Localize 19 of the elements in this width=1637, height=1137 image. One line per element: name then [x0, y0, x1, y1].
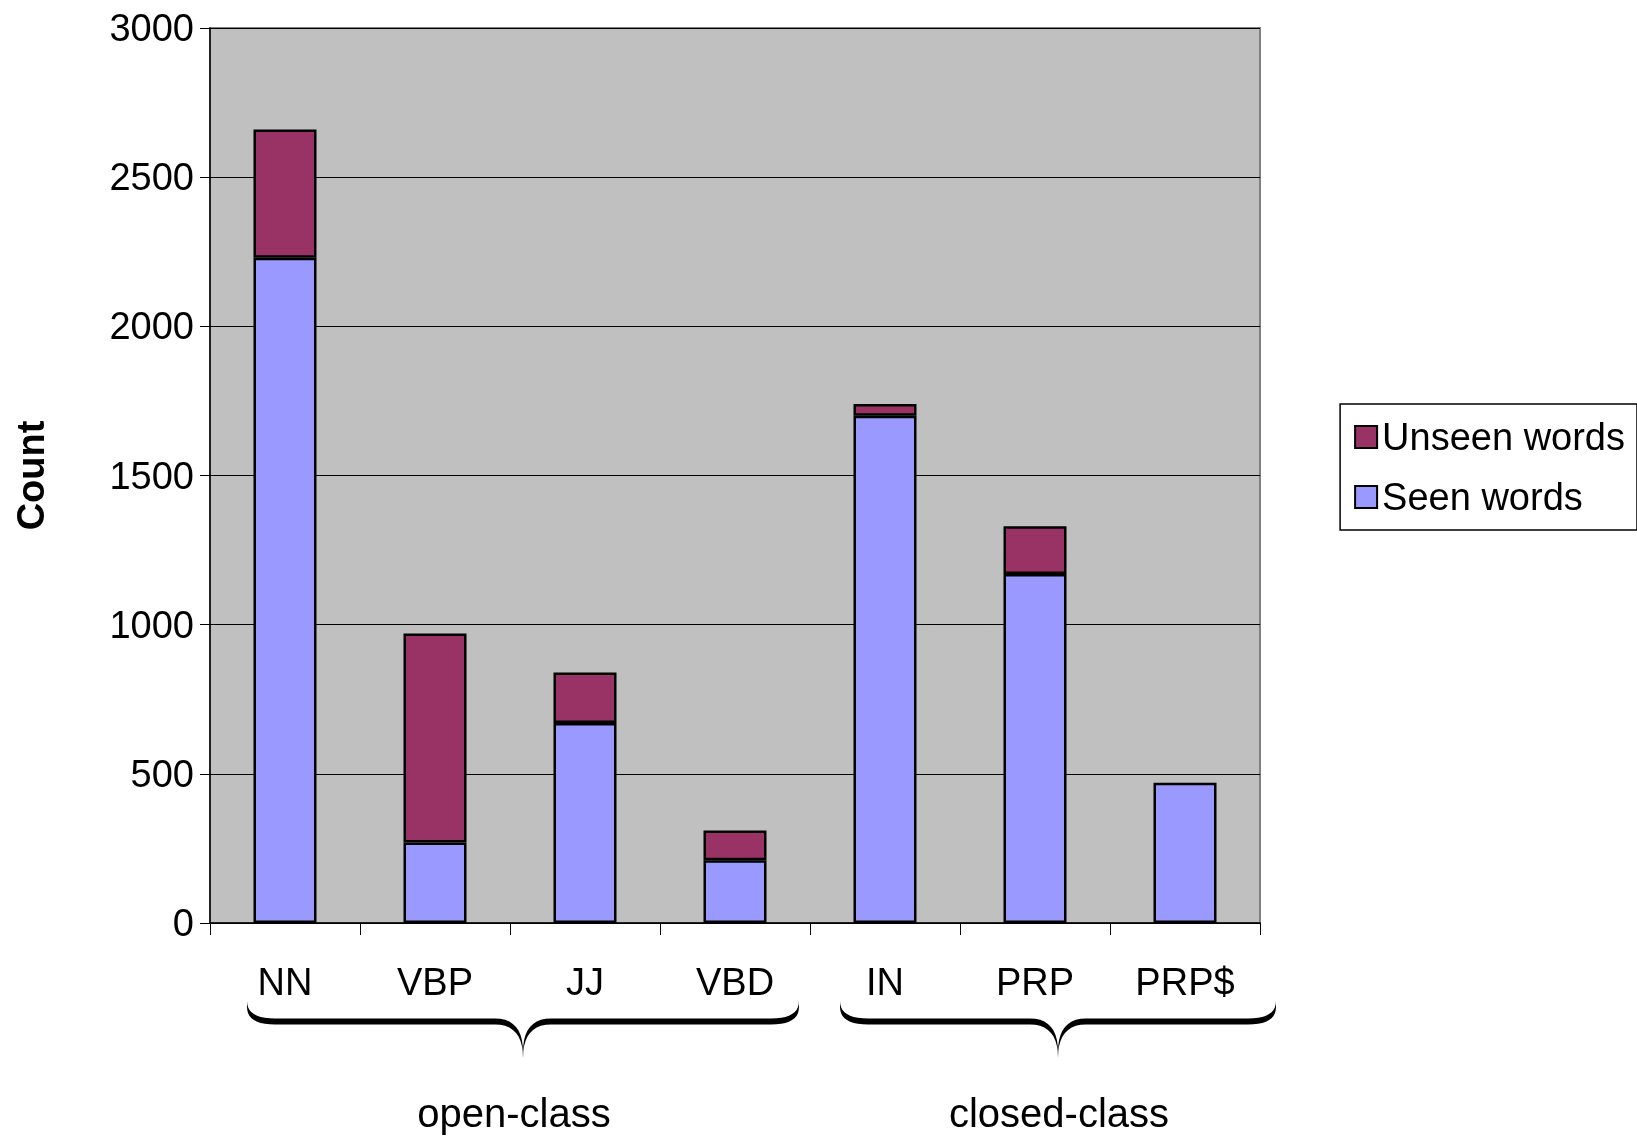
x-tick-label: VBP — [396, 961, 474, 1003]
text: closed-class — [948, 1091, 1170, 1135]
text: open-class — [417, 1091, 611, 1135]
x-tick-label: IN — [866, 961, 904, 1003]
y-axis-title: Count — [10, 420, 52, 531]
x-tick-label: VBD — [695, 961, 775, 1003]
legend-label: Unseen words — [1382, 416, 1626, 458]
y-tick-label: 0 — [172, 902, 194, 944]
x-tick-label: JJ — [566, 961, 604, 1003]
y-tick-label: 1000 — [109, 603, 194, 646]
y-tick-label: 2500 — [109, 156, 194, 199]
x-tick-label: NN — [257, 961, 313, 1003]
y-tick-label: 500 — [130, 752, 194, 795]
x-tick-label: PRP$ — [1135, 961, 1235, 1003]
y-tick-label: 1500 — [109, 454, 194, 497]
y-tick-label: 2000 — [109, 305, 194, 348]
y-tick-label: 3000 — [109, 7, 194, 49]
x-tick-label: PRP — [995, 961, 1075, 1003]
legend-label: Seen words — [1382, 476, 1583, 518]
